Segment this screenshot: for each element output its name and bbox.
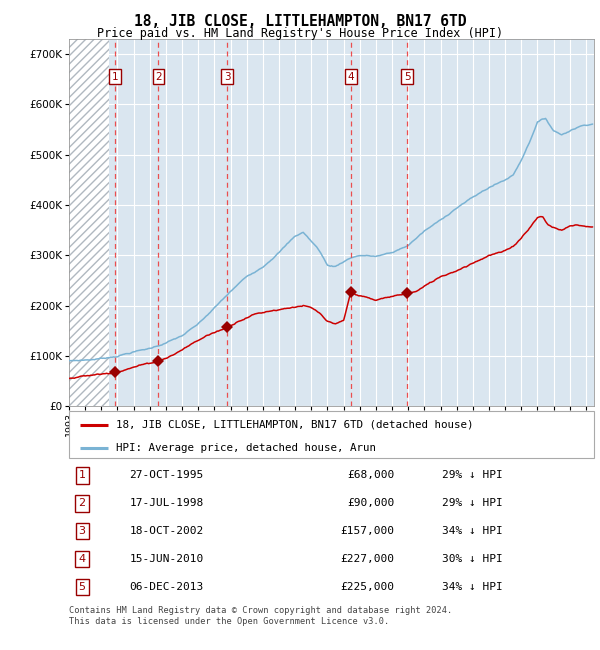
Text: 30% ↓ HPI: 30% ↓ HPI	[442, 554, 503, 564]
Text: £90,000: £90,000	[347, 499, 395, 508]
Text: £227,000: £227,000	[341, 554, 395, 564]
Text: 18-OCT-2002: 18-OCT-2002	[130, 526, 203, 536]
Text: 3: 3	[79, 526, 86, 536]
Text: 18, JIB CLOSE, LITTLEHAMPTON, BN17 6TD (detached house): 18, JIB CLOSE, LITTLEHAMPTON, BN17 6TD (…	[116, 419, 474, 430]
FancyBboxPatch shape	[69, 411, 594, 458]
Text: This data is licensed under the Open Government Licence v3.0.: This data is licensed under the Open Gov…	[69, 618, 389, 627]
Text: Price paid vs. HM Land Registry's House Price Index (HPI): Price paid vs. HM Land Registry's House …	[97, 27, 503, 40]
Text: 06-DEC-2013: 06-DEC-2013	[130, 582, 203, 592]
Text: £68,000: £68,000	[347, 471, 395, 480]
Text: 17-JUL-1998: 17-JUL-1998	[130, 499, 203, 508]
Text: 5: 5	[404, 72, 410, 82]
Text: 34% ↓ HPI: 34% ↓ HPI	[442, 526, 503, 536]
Text: 2: 2	[79, 499, 86, 508]
Text: 27-OCT-1995: 27-OCT-1995	[130, 471, 203, 480]
Text: 5: 5	[79, 582, 86, 592]
Text: HPI: Average price, detached house, Arun: HPI: Average price, detached house, Arun	[116, 443, 376, 453]
Bar	[69, 39, 109, 406]
Text: £157,000: £157,000	[341, 526, 395, 536]
Text: 29% ↓ HPI: 29% ↓ HPI	[442, 499, 503, 508]
Text: 4: 4	[79, 554, 86, 564]
Text: 1: 1	[112, 72, 118, 82]
Text: £225,000: £225,000	[341, 582, 395, 592]
Text: 1: 1	[79, 471, 86, 480]
Text: Contains HM Land Registry data © Crown copyright and database right 2024.: Contains HM Land Registry data © Crown c…	[69, 606, 452, 615]
Text: 4: 4	[347, 72, 354, 82]
Text: 15-JUN-2010: 15-JUN-2010	[130, 554, 203, 564]
Text: 3: 3	[224, 72, 230, 82]
Text: 34% ↓ HPI: 34% ↓ HPI	[442, 582, 503, 592]
Text: 2: 2	[155, 72, 162, 82]
Bar	[69, 39, 109, 406]
Text: 18, JIB CLOSE, LITTLEHAMPTON, BN17 6TD: 18, JIB CLOSE, LITTLEHAMPTON, BN17 6TD	[134, 14, 466, 29]
Text: 29% ↓ HPI: 29% ↓ HPI	[442, 471, 503, 480]
